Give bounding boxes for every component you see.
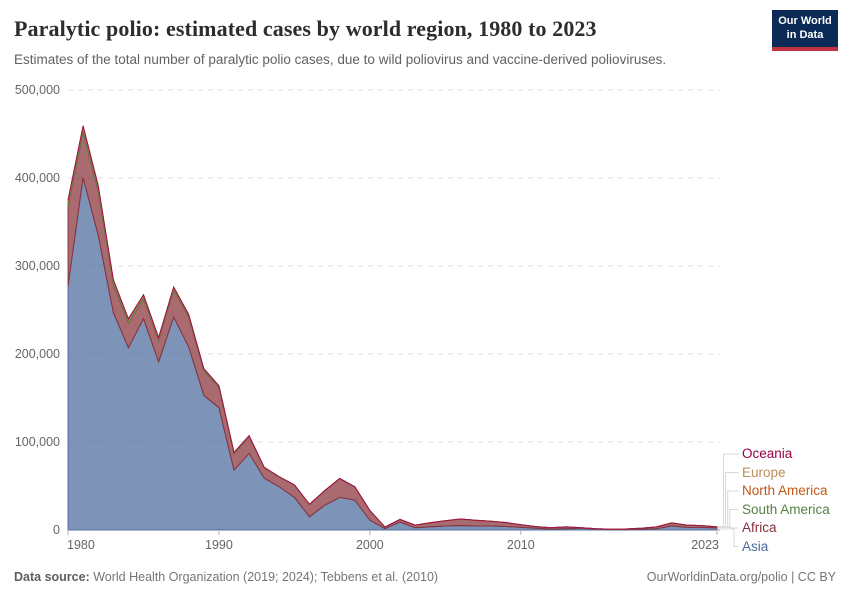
- area-oceania[interactable]: [67, 125, 718, 530]
- footer-separator: |: [787, 570, 798, 584]
- legend-item-south-america[interactable]: South America: [742, 501, 830, 517]
- chart-subtitle: Estimates of the total number of paralyt…: [14, 52, 667, 67]
- footer-right: OurWorldinData.org/polio | CC BY: [647, 570, 836, 584]
- legend-connector: [718, 490, 739, 528]
- license-badge: CC BY: [797, 570, 836, 584]
- legend-connector: [718, 526, 739, 529]
- footer: Data source: World Health Organization (…: [0, 567, 850, 600]
- x-tick-label: 2000: [355, 538, 384, 552]
- data-source-label: Data source:: [14, 570, 90, 584]
- x-tick-label: 1990: [205, 538, 233, 552]
- y-tick-label: 500,000: [14, 83, 60, 97]
- legend-connector: [718, 509, 739, 528]
- x-tick-label: 2010: [506, 538, 535, 552]
- legend-item-north-america[interactable]: North America: [742, 483, 828, 498]
- x-tick-label: 2023: [691, 538, 719, 552]
- legend-connector: [718, 453, 739, 528]
- data-source-text: World Health Organization (2019; 2024); …: [89, 570, 439, 584]
- y-tick-label: 200,000: [14, 347, 60, 361]
- legend-item-oceania[interactable]: Oceania: [742, 446, 793, 461]
- legend-connector: [718, 528, 739, 547]
- page-title: Paralytic polio: estimated cases by worl…: [14, 16, 597, 41]
- legend-item-africa[interactable]: Africa: [742, 520, 777, 535]
- legend-item-europe[interactable]: Europe: [742, 464, 786, 480]
- owid-logo-line1: Our World: [778, 15, 832, 27]
- y-tick-label: 0: [53, 523, 60, 537]
- y-tick-label: 100,000: [14, 435, 60, 449]
- owid-logo-line2: in Data: [786, 28, 824, 41]
- y-tick-label: 300,000: [14, 259, 60, 273]
- y-tick-label: 400,000: [14, 171, 60, 185]
- owid-logo[interactable]: Our World in Data: [772, 10, 838, 51]
- data-source: Data source: World Health Organization (…: [14, 570, 438, 584]
- footer-link[interactable]: OurWorldinData.org/polio: [646, 570, 788, 584]
- x-tick-label: 1980: [67, 538, 95, 552]
- legend-item-asia[interactable]: Asia: [742, 538, 769, 554]
- legend-connector: [718, 472, 739, 528]
